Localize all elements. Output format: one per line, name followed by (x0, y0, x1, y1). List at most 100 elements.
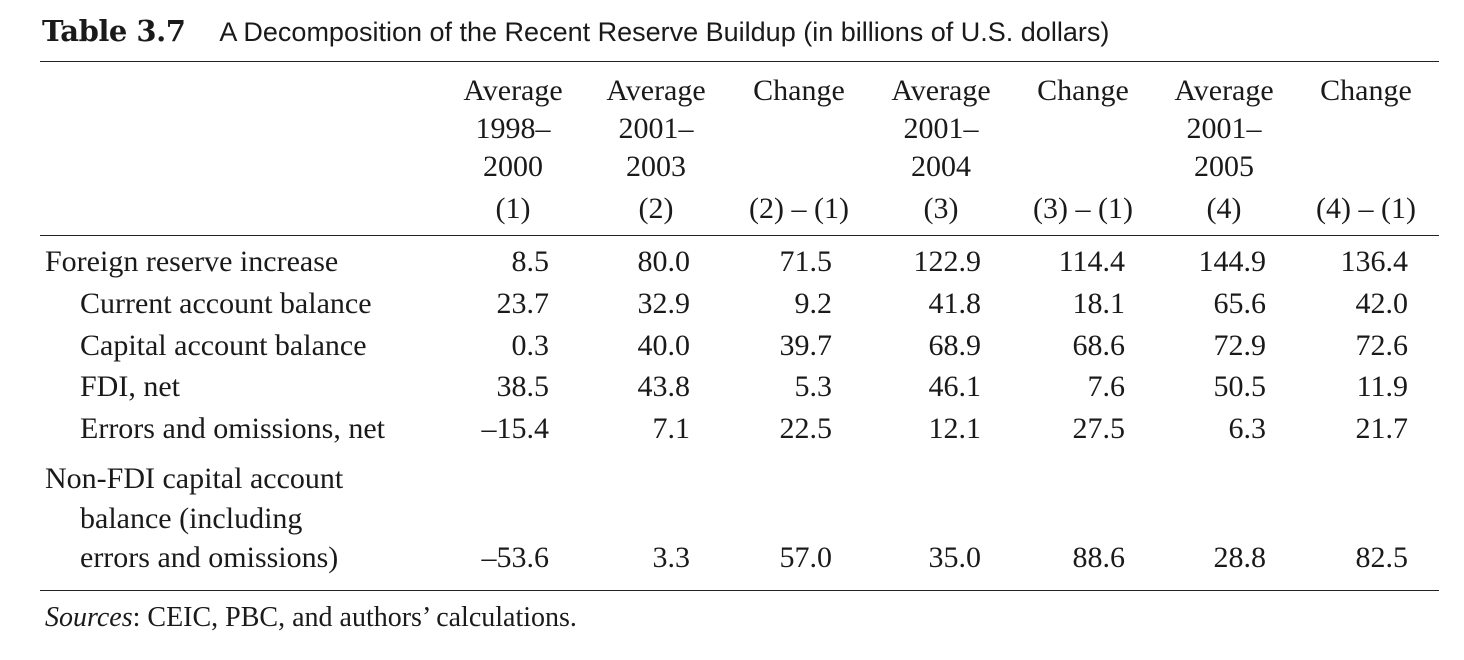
table-cell: 136.4 (1340, 245, 1409, 278)
column-header-line: Change (753, 74, 845, 107)
table-cell: 72.6 (1355, 329, 1409, 362)
row-label: Errors and omissions, net (80, 412, 385, 445)
table-cell: –15.4 (481, 412, 550, 445)
column-number: (2) – (1) (749, 192, 849, 225)
column-header-line: 2001– (618, 112, 694, 145)
column-header-5: Change (3) – (1) (1013, 72, 1153, 225)
table-cell: 80.0 (637, 245, 691, 278)
column-header-3: Change (2) – (1) (729, 72, 869, 225)
column-header-line: 2000 (483, 150, 543, 183)
table-cell: 35.0 (928, 541, 982, 574)
table-cell: 68.9 (928, 329, 982, 362)
table-row: Foreign reserve increase 8.5 80.0 71.5 1… (0, 245, 1464, 287)
table-cell: 21.7 (1355, 412, 1409, 445)
top-rule (40, 61, 1439, 62)
row-label: Capital account balance (80, 329, 367, 362)
table-row: Capital account balance 0.3 40.0 39.7 68… (0, 329, 1464, 371)
row-label: errors and omissions) (80, 541, 339, 574)
table-row: Errors and omissions, net –15.4 7.1 22.5… (0, 412, 1464, 454)
table-caption: A Decomposition of the Recent Reserve Bu… (219, 17, 1110, 47)
table-cell: 28.8 (1213, 541, 1267, 574)
table-cell: 22.5 (779, 412, 833, 445)
column-header-line: 2001– (903, 112, 979, 145)
column-header-line: 2004 (911, 150, 971, 183)
table-cell: 65.6 (1213, 287, 1267, 320)
column-header-line: 2003 (626, 150, 686, 183)
table-title: Table 3.7 A Decomposition of the Recent R… (42, 14, 1109, 54)
table-cell: 72.9 (1213, 329, 1267, 362)
column-header-line: 2005 (1194, 150, 1254, 183)
table-cell: 11.9 (1356, 370, 1408, 403)
row-label: Current account balance (80, 287, 372, 320)
row-label-line: balance (including (0, 502, 1464, 544)
column-header-7: Change (4) – (1) (1296, 72, 1436, 225)
column-number: (4) – (1) (1316, 192, 1416, 225)
column-header-line: Average (463, 74, 563, 107)
column-header-line: Change (1320, 74, 1412, 107)
table-cell: 39.7 (779, 329, 833, 362)
column-header-line: 2001– (1186, 112, 1262, 145)
column-number: (4) (1206, 192, 1242, 225)
table-cell: 12.1 (928, 412, 982, 445)
source-label: Sources (45, 602, 133, 633)
table-cell: 71.5 (779, 245, 833, 278)
column-header-line: Average (891, 74, 991, 107)
column-header-1: Average 1998– 2000 (1) (443, 72, 583, 225)
bottom-rule (40, 590, 1439, 591)
table-cell: 3.3 (652, 541, 691, 574)
table-cell: 18.1 (1072, 287, 1126, 320)
table-cell: 88.6 (1072, 541, 1126, 574)
table-cell: 82.5 (1355, 541, 1409, 574)
column-header-line: 1998– (475, 112, 551, 145)
row-label-line: Non-FDI capital account (0, 462, 1464, 504)
table-cell: 38.5 (496, 370, 550, 403)
table-cell: 8.5 (511, 245, 550, 278)
column-header-4: Average 2001– 2004 (3) (871, 72, 1011, 225)
table-cell: 40.0 (637, 329, 691, 362)
row-label: Non-FDI capital account (45, 462, 344, 495)
row-label-line: errors and omissions) –53.6 3.3 57.0 35.… (0, 541, 1464, 583)
column-number: (3) – (1) (1033, 192, 1133, 225)
table-number: Table 3.7 (42, 14, 186, 48)
column-header-line (1013, 110, 1153, 148)
table-cell: 41.8 (928, 287, 982, 320)
column-header-line (1296, 110, 1436, 148)
header-rule (40, 235, 1439, 236)
source-note: Sources: CEIC, PBC, and authors’ calcula… (45, 602, 577, 634)
table-cell: 50.5 (1213, 370, 1267, 403)
table-cell: 42.0 (1355, 287, 1409, 320)
column-header-line (729, 148, 869, 186)
column-header-6: Average 2001– 2005 (4) (1154, 72, 1294, 225)
column-header-line: Average (1174, 74, 1274, 107)
column-header-line (1013, 148, 1153, 186)
table-cell: 0.3 (511, 329, 550, 362)
table-cell: 68.6 (1072, 329, 1126, 362)
table-cell: 27.5 (1072, 412, 1126, 445)
table-row: Current account balance 23.7 32.9 9.2 41… (0, 287, 1464, 329)
column-number: (3) (923, 192, 959, 225)
table-cell: 114.4 (1058, 245, 1125, 278)
table-cell: 5.3 (794, 370, 833, 403)
table-cell: 6.3 (1228, 412, 1267, 445)
table-cell: 32.9 (637, 287, 691, 320)
column-header-line: Average (606, 74, 706, 107)
row-label: balance (including (80, 502, 303, 535)
table-cell: 144.9 (1198, 245, 1267, 278)
table-cell: 7.1 (652, 412, 691, 445)
table-cell: 7.6 (1087, 370, 1126, 403)
table-cell: 23.7 (496, 287, 550, 320)
table-row: FDI, net 38.5 43.8 5.3 46.1 7.6 50.5 11.… (0, 370, 1464, 412)
column-number: (1) (495, 192, 531, 225)
column-number: (2) (638, 192, 674, 225)
table-cell: 43.8 (637, 370, 691, 403)
column-header-line (729, 110, 869, 148)
column-header-line (1296, 148, 1436, 186)
row-label: Foreign reserve increase (45, 245, 339, 278)
table-cell: 9.2 (794, 287, 833, 320)
table-cell: 57.0 (779, 541, 833, 574)
source-text: : CEIC, PBC, and authors’ calculations. (132, 602, 577, 633)
table-cell: 122.9 (913, 245, 982, 278)
row-label: FDI, net (80, 370, 180, 403)
table-cell: –53.6 (481, 541, 550, 574)
table-cell: 46.1 (928, 370, 982, 403)
